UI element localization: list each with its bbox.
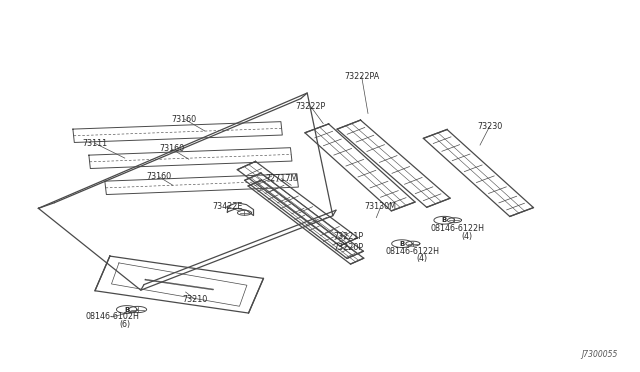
Text: 73222P: 73222P bbox=[295, 102, 326, 110]
Text: 73220P: 73220P bbox=[333, 243, 364, 252]
Text: 73160: 73160 bbox=[159, 144, 184, 153]
Text: 08146-6122H: 08146-6122H bbox=[386, 247, 440, 256]
Text: 72717M: 72717M bbox=[266, 174, 298, 183]
Text: 73222PA: 73222PA bbox=[344, 72, 380, 81]
Text: 08146-6122H: 08146-6122H bbox=[431, 224, 484, 233]
Text: 73160: 73160 bbox=[146, 172, 172, 181]
Text: B: B bbox=[399, 241, 404, 247]
Text: 73422E: 73422E bbox=[212, 202, 243, 211]
Text: 08146-6102H: 08146-6102H bbox=[85, 312, 139, 321]
Text: 73210: 73210 bbox=[182, 295, 208, 304]
Text: B: B bbox=[442, 217, 447, 223]
Text: 73111: 73111 bbox=[82, 139, 108, 148]
Text: (4): (4) bbox=[461, 232, 473, 241]
Text: B: B bbox=[124, 307, 129, 312]
Text: 73230: 73230 bbox=[477, 122, 502, 131]
Text: J7300055: J7300055 bbox=[581, 350, 618, 359]
Text: 73221P: 73221P bbox=[333, 232, 364, 241]
Text: (6): (6) bbox=[119, 320, 131, 329]
Text: 73160: 73160 bbox=[172, 115, 197, 124]
Text: 73130M: 73130M bbox=[365, 202, 397, 211]
Text: (4): (4) bbox=[417, 254, 428, 263]
